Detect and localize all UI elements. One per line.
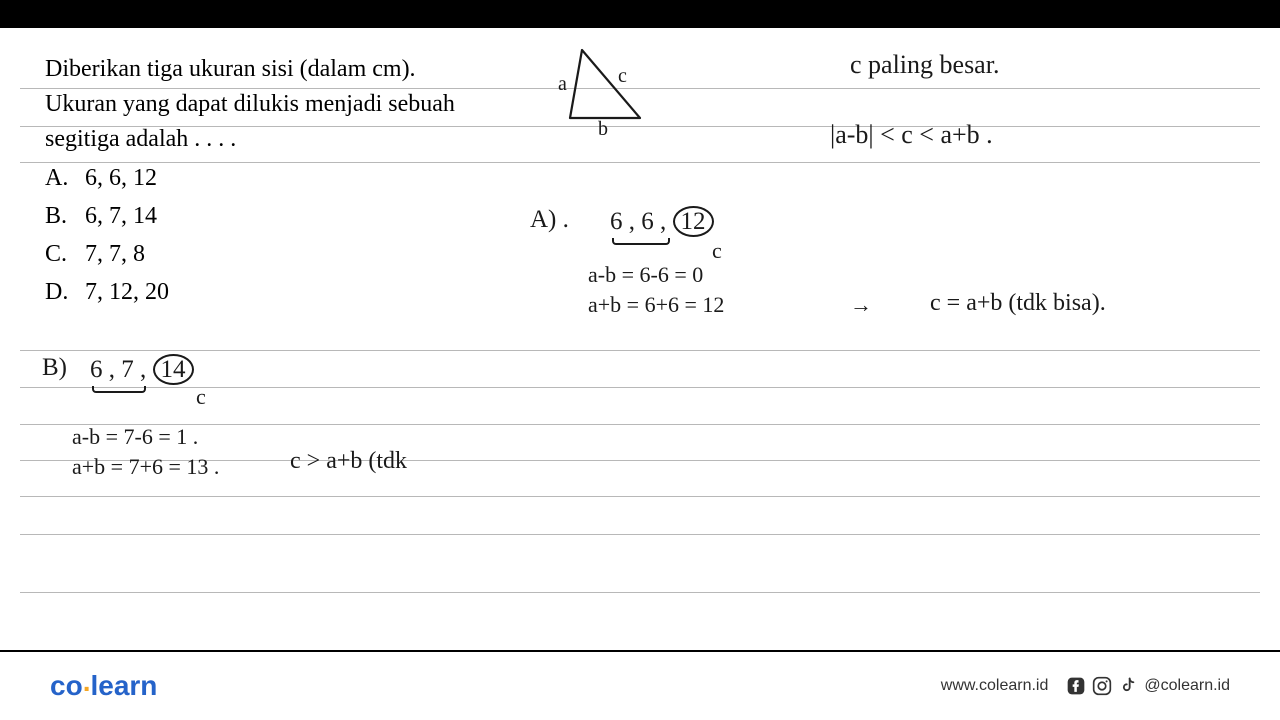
work-b-c-label: c (196, 384, 206, 410)
work-a-vals-text: 6 , 6 , (610, 208, 666, 235)
triangle-label-a: a (558, 73, 567, 95)
work-a-circled: 12 (673, 206, 714, 237)
work-a-arrow: → (850, 292, 872, 318)
triangle-label-b: b (598, 118, 608, 135)
ruled-line (20, 592, 1260, 593)
option-b: B. 6, 7, 14 (45, 198, 169, 234)
tiktok-icon (1118, 676, 1138, 696)
work-b-line2: a+b = 7+6 = 13 . (72, 454, 219, 480)
logo-co: co (50, 670, 83, 701)
option-value: 7, 12, 20 (85, 279, 169, 305)
option-letter: C. (45, 236, 79, 272)
work-b-vals-text: 6 , 7 , (90, 356, 146, 383)
footer-url: www.colearn.id (941, 677, 1049, 695)
work-a-values: 6 , 6 , 12 (610, 206, 714, 237)
facebook-icon (1066, 676, 1086, 696)
underbrace-b (92, 386, 146, 393)
work-b-values: 6 , 7 , 14 (90, 354, 194, 385)
option-value: 6, 7, 14 (85, 203, 157, 229)
top-bar (0, 0, 1280, 28)
note-inequality: |a-b| < c < a+b . (830, 120, 993, 150)
option-value: 7, 7, 8 (85, 241, 145, 267)
work-a-line1: a-b = 6-6 = 0 (588, 262, 703, 288)
work-b-result: c > a+b (tdk (290, 448, 407, 475)
option-d: D. 7, 12, 20 (45, 274, 169, 310)
ruled-line (20, 534, 1260, 535)
question-text: Diberikan tiga ukuran sisi (dalam cm). U… (45, 52, 485, 156)
instagram-icon (1092, 676, 1112, 696)
work-a-c-label: c (712, 238, 722, 264)
options-list: A. 6, 6, 12 B. 6, 7, 14 C. 7, 7, 8 D. 7,… (45, 160, 169, 312)
page-content: Diberikan tiga ukuran sisi (dalam cm). U… (0, 28, 1280, 650)
work-a-line2: a+b = 6+6 = 12 (588, 292, 724, 318)
social-icons: @colearn.id (1066, 676, 1230, 696)
work-a-result: c = a+b (tdk bisa). (930, 290, 1106, 317)
option-letter: A. (45, 160, 79, 196)
work-b-header: B) (42, 354, 67, 382)
triangle-diagram: a c b (550, 40, 670, 135)
underbrace-a (612, 238, 670, 245)
option-c: C. 7, 7, 8 (45, 236, 169, 272)
ruled-line (20, 424, 1260, 425)
ruled-line (20, 496, 1260, 497)
footer-right: www.colearn.id @colearn.id (941, 676, 1230, 696)
logo-learn: learn (90, 670, 157, 701)
option-a: A. 6, 6, 12 (45, 160, 169, 196)
option-letter: D. (45, 274, 79, 310)
ruled-line (20, 387, 1260, 388)
ruled-line (20, 162, 1260, 163)
footer-handle: @colearn.id (1144, 677, 1230, 695)
ruled-line (20, 350, 1260, 351)
footer: co.learn www.colearn.id @colearn.id (0, 650, 1280, 720)
work-b-line1: a-b = 7-6 = 1 . (72, 424, 198, 450)
work-a-header: A) . (530, 206, 569, 234)
triangle-label-c: c (618, 65, 627, 87)
logo-dot-icon: . (83, 666, 91, 698)
work-b-circled: 14 (153, 354, 194, 385)
option-value: 6, 6, 12 (85, 165, 157, 191)
option-letter: B. (45, 198, 79, 234)
logo: co.learn (50, 670, 157, 702)
note-paling-besar: c paling besar. (850, 50, 999, 80)
